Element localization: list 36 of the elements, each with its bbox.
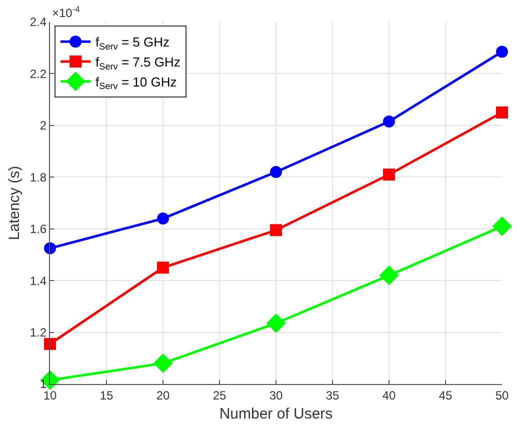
y-tick-label: 2.2 [30,66,47,81]
y-tick-label: 1.6 [30,222,47,236]
point [157,212,169,225]
y-tick-label: 1.8 [30,170,47,184]
x-tick-label: 40 [382,388,396,402]
x-tick-label: 20 [156,388,170,402]
x-tick-label: 30 [269,388,283,402]
point [157,262,169,274]
legend-label: f$_{Serv}$ = 5 GHz [96,34,170,52]
legend-label: f$_{Serv}$ = 7.5 GHz [96,54,180,72]
x-tick-label: 35 [326,388,340,402]
legend-label: f$_{Serv}$ = 10 GHz [96,74,177,92]
point [266,313,286,333]
x-tick-label: 10 [43,388,57,402]
x-tick-label: 15 [100,388,114,402]
point [153,354,173,374]
point [383,168,395,181]
point [44,242,56,254]
x-tick-label: 25 [212,388,226,402]
point [270,224,282,236]
point [496,106,508,118]
x-tick-label: 50 [495,388,509,402]
y-axis-title: Latency (s) [6,166,24,240]
y-tick-label: 1.2 [30,325,47,340]
x-axis-title: Number of Users [219,405,333,422]
text: ×10$^{-4}$ [52,4,80,20]
point [492,216,512,236]
y-tick-label: 2.4 [30,15,47,30]
y-tick-label: 2 [40,118,47,133]
point [379,266,399,286]
point [270,166,282,178]
point [44,338,56,350]
point [383,116,395,128]
point [496,46,508,58]
y-tick-label: 1.4 [30,274,47,288]
x-tick-label: 45 [438,388,452,402]
